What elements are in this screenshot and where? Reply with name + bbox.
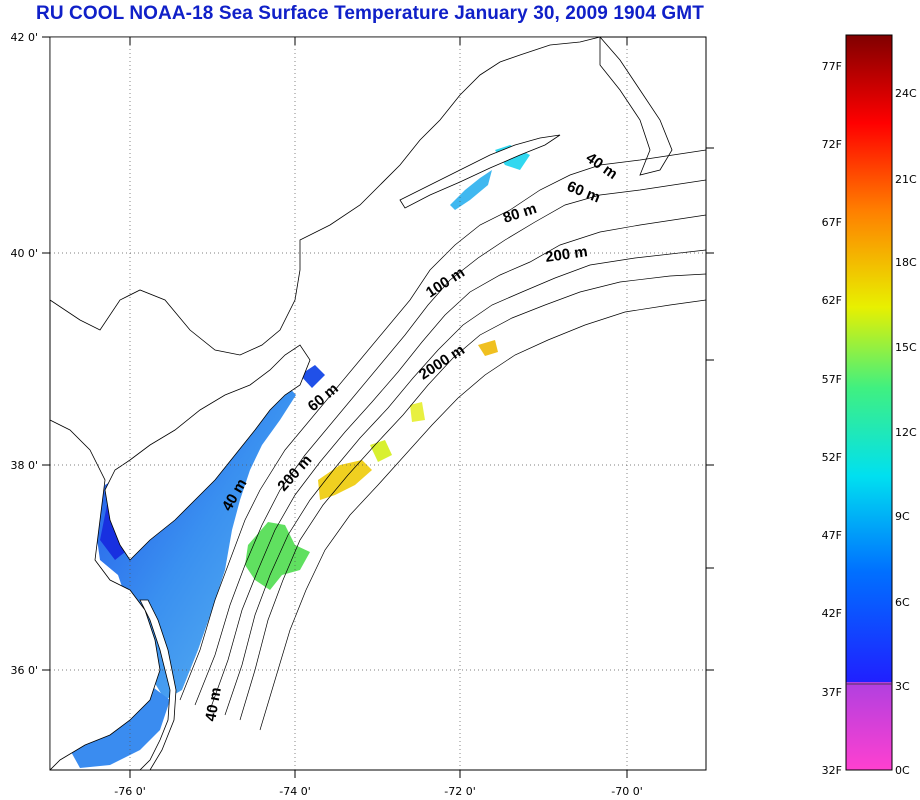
scale-c-21: 21C xyxy=(895,173,917,186)
sst-patch-slope-1 xyxy=(370,440,392,462)
sst-patch-shelf-edge xyxy=(318,460,372,500)
longitude-labels: -76 0' -74 0' -72 0' -70 0' xyxy=(114,785,643,798)
contour-200m xyxy=(239,273,706,721)
color-scale-bar xyxy=(845,34,893,771)
fahrenheit-labels: 77F 72F 67F 62F 57F 52F 47F 42F 37F 32F xyxy=(822,60,842,777)
scale-f-57: 57F xyxy=(822,373,842,386)
scale-c-6: 6C xyxy=(895,596,910,609)
sst-patch-delaware xyxy=(300,365,325,388)
lat-label-38: 38 0' xyxy=(10,459,38,472)
contour-2000m xyxy=(259,299,706,731)
chesapeake-bay-land xyxy=(50,37,601,356)
scale-f-47: 47F xyxy=(822,529,842,542)
scale-c-12: 12C xyxy=(895,426,917,439)
contour-60m xyxy=(194,179,706,706)
scale-f-42: 42F xyxy=(822,607,842,620)
map-title: RU COOL NOAA-18 Sea Surface Temperature … xyxy=(36,3,704,24)
lon-label-76: -76 0' xyxy=(114,785,146,798)
scale-c-18: 18C xyxy=(895,256,917,269)
scale-c-9: 9C xyxy=(895,510,910,523)
sst-patch-gulfstream xyxy=(478,340,498,356)
scale-c-24: 24C xyxy=(895,87,917,100)
sst-patch-slope-2 xyxy=(410,402,425,422)
lon-label-70: -70 0' xyxy=(611,785,643,798)
scale-f-62: 62F xyxy=(822,294,842,307)
lon-label-74: -74 0' xyxy=(279,785,311,798)
scale-f-37: 37F xyxy=(822,686,842,699)
contour-80m xyxy=(209,214,706,711)
delmarva-peninsula xyxy=(104,344,311,561)
graticule xyxy=(50,37,706,770)
scale-f-32: 32F xyxy=(822,764,842,777)
bathymetry-contours xyxy=(179,149,706,731)
scale-f-77: 77F xyxy=(822,60,842,73)
sst-patch-shelf-green xyxy=(245,522,310,590)
scale-c-3: 3C xyxy=(895,680,910,693)
contour-label-200m-ne: 200 m xyxy=(544,243,588,266)
contour-100m xyxy=(224,249,706,716)
axis-ticks xyxy=(42,36,714,778)
latitude-labels: 42 0' 40 0' 38 0' 36 0' xyxy=(10,31,38,677)
sst-patch-ny-bight-1 xyxy=(450,170,492,210)
virginia-mainland xyxy=(50,419,161,770)
scale-f-67: 67F xyxy=(822,216,842,229)
color-scale: 77F 72F 67F 62F 57F 52F 47F 42F 37F 32F … xyxy=(822,34,917,777)
outer-banks xyxy=(139,599,177,770)
celsius-labels: 24C 21C 18C 15C 12C 9C 6C 3C 0C xyxy=(895,87,917,777)
lat-label-42: 42 0' xyxy=(10,31,38,44)
lon-label-72: -72 0' xyxy=(444,785,476,798)
coastline-layer xyxy=(50,37,673,770)
lat-label-40: 40 0' xyxy=(10,247,38,260)
scale-f-52: 52F xyxy=(822,451,842,464)
scale-c-0: 0C xyxy=(895,764,910,777)
scale-c-15: 15C xyxy=(895,341,917,354)
cape-cod xyxy=(599,37,673,176)
contour-label-40m-sw: 40 m xyxy=(202,686,225,723)
contour-40m xyxy=(179,149,706,701)
lat-label-36: 36 0' xyxy=(10,664,38,677)
long-island xyxy=(399,134,561,209)
scale-f-72: 72F xyxy=(822,138,842,151)
